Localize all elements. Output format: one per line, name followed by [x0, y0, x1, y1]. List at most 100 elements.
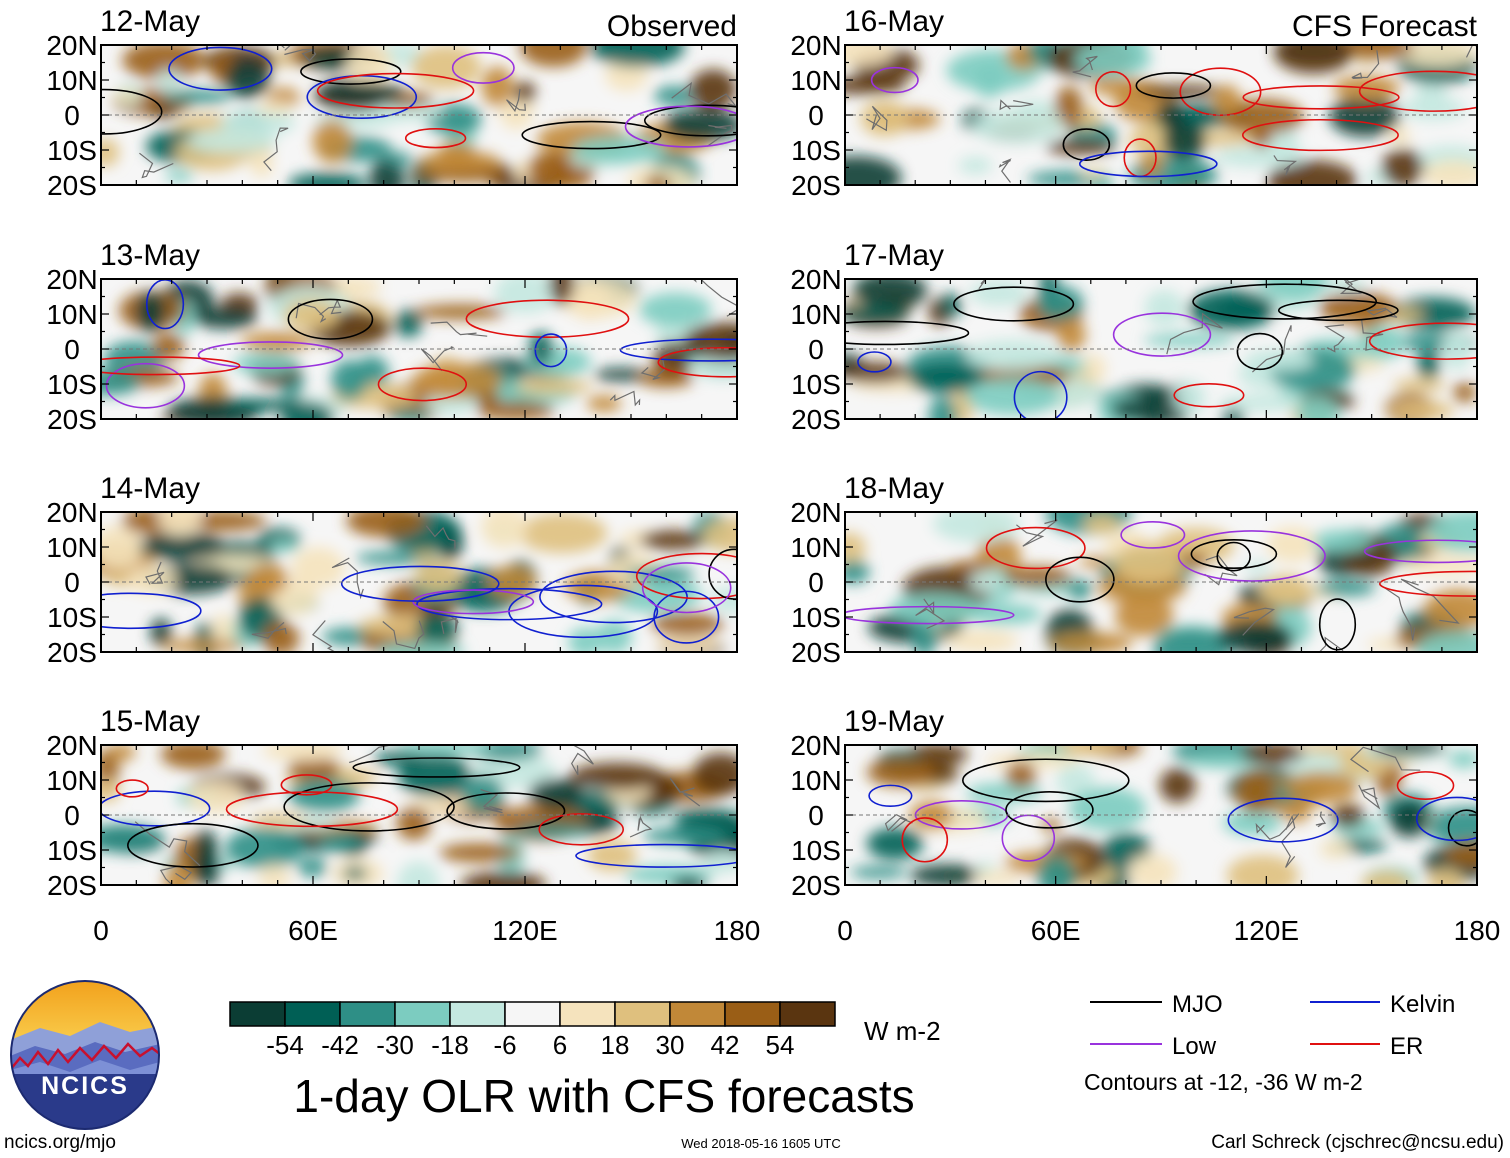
legend-label-mjo: MJO	[1172, 991, 1223, 1018]
y-tick-label: 20S	[47, 170, 97, 201]
y-tick-label: 10N	[46, 765, 97, 796]
footer-timestamp: Wed 2018-05-16 1605 UTC	[681, 1136, 840, 1151]
figure-title: 1-day OLR with CFS forecasts	[293, 1070, 914, 1122]
y-tick-label: 10S	[47, 135, 97, 166]
legend-label-kelvin: Kelvin	[1390, 991, 1455, 1018]
contour-legend: MJO Kelvin Low ER Contours at -12, -36 W…	[1084, 991, 1455, 1095]
panel-date-label: 19-May	[844, 705, 944, 738]
colorbar-label: 6	[553, 1030, 567, 1060]
colorbar-label: -54	[266, 1030, 304, 1060]
x-tick-label: 120E	[1234, 915, 1299, 946]
y-tick-label: 10N	[46, 299, 97, 330]
column-title-observed: Observed	[607, 10, 737, 43]
colorbar-swatch	[559, 1001, 616, 1027]
y-tick-label: 20N	[46, 30, 97, 61]
map-panel: 20N 10N 0 10S 20S 16-May	[790, 5, 1478, 201]
y-tick-label: 0	[808, 334, 824, 365]
map-panel: 20N 10N 0 10S 20S 12-May	[46, 5, 738, 201]
ncics-logo: NCICS	[10, 980, 160, 1130]
y-tick-label: 10N	[790, 65, 841, 96]
x-axis-labels: 0 60E 120E 180 0 60E 120E 180	[93, 915, 1500, 946]
y-tick-label: 20N	[46, 730, 97, 761]
colorbar-swatch	[394, 1001, 451, 1027]
y-tick-label: 10S	[791, 135, 841, 166]
y-tick-label: 20S	[791, 170, 841, 201]
colorbar-label: -42	[321, 1030, 359, 1060]
x-tick-label: 0	[93, 915, 109, 946]
y-tick-label: 10N	[790, 532, 841, 563]
map-panels: 20N10N010S20S12-May20N10N010S20S13-May20…	[46, 5, 1478, 901]
panel-date-label: 14-May	[100, 472, 200, 505]
y-tick-label: 0	[808, 567, 824, 598]
y-tick-label: 20N	[790, 30, 841, 61]
y-tick-label: 20S	[791, 404, 841, 435]
y-tick-label: 10S	[47, 602, 97, 633]
y-tick-label: 10S	[47, 835, 97, 866]
x-tick-label: 0	[837, 915, 853, 946]
map-panel: 20N 10N 0 10S 20S 15-May	[46, 705, 738, 901]
y-tick-label: 20N	[46, 264, 97, 295]
colorbar-swatch	[284, 1001, 341, 1027]
colorbar-swatch	[339, 1001, 396, 1027]
y-tick-label: 0	[64, 100, 80, 131]
colorbar-label: -6	[493, 1030, 516, 1060]
panel-date-label: 15-May	[100, 705, 200, 738]
y-tick-label: 10N	[790, 765, 841, 796]
colorbar: -54 -42 -30 -18 -6 6 18 30 42 54	[229, 1001, 836, 1060]
y-tick-label: 10N	[46, 65, 97, 96]
map-panel: 20N 10N 0 10S 20S 13-May	[46, 239, 738, 435]
map-panel: 20N 10N 0 10S 20S 18-May	[790, 472, 1478, 668]
footer-url: ncics.org/mjo	[4, 1132, 116, 1153]
map-panel: 20N 10N 0 10S 20S 17-May	[790, 239, 1478, 435]
panel-date-label: 17-May	[844, 239, 944, 272]
panel-date-label: 16-May	[844, 5, 944, 38]
colorbar-swatch	[504, 1001, 561, 1027]
y-tick-label: 0	[808, 100, 824, 131]
y-tick-label: 0	[808, 800, 824, 831]
y-tick-label: 20S	[47, 870, 97, 901]
y-tick-label: 10N	[46, 532, 97, 563]
colorbar-label: -18	[431, 1030, 469, 1060]
y-tick-label: 0	[64, 800, 80, 831]
y-tick-label: 20S	[791, 637, 841, 668]
colorbar-label: 30	[656, 1030, 685, 1060]
colorbar-units: W m-2	[864, 1016, 941, 1046]
y-tick-label: 20N	[790, 264, 841, 295]
column-title-forecast: CFS Forecast	[1292, 10, 1478, 43]
map-panel: 20N 10N 0 10S 20S 14-May	[46, 472, 738, 668]
x-tick-label: 180	[714, 915, 761, 946]
logo-text: NCICS	[41, 1072, 129, 1100]
colorbar-swatch	[669, 1001, 726, 1027]
panel-date-label: 13-May	[100, 239, 200, 272]
x-tick-label: 120E	[492, 915, 557, 946]
colorbar-label: 42	[711, 1030, 740, 1060]
panel-date-label: 18-May	[844, 472, 944, 505]
panel-date-label: 12-May	[100, 5, 200, 38]
colorbar-swatch	[449, 1001, 506, 1027]
x-tick-label: 60E	[1031, 915, 1081, 946]
y-tick-label: 20S	[47, 637, 97, 668]
y-tick-label: 10S	[791, 835, 841, 866]
colorbar-label: 54	[766, 1030, 795, 1060]
y-tick-label: 20S	[791, 870, 841, 901]
colorbar-swatch	[229, 1001, 286, 1027]
y-tick-label: 20N	[46, 497, 97, 528]
colorbar-swatch	[614, 1001, 671, 1027]
contour-note: Contours at -12, -36 W m-2	[1084, 1069, 1363, 1095]
legend-label-er: ER	[1390, 1033, 1423, 1060]
y-tick-label: 20N	[790, 497, 841, 528]
y-tick-label: 10S	[791, 602, 841, 633]
footer-credit: Carl Schreck (cjschrec@ncsu.edu)	[1211, 1132, 1504, 1153]
y-tick-label: 10S	[791, 369, 841, 400]
x-tick-label: 180	[1454, 915, 1501, 946]
colorbar-swatch	[724, 1001, 781, 1027]
colorbar-label: -30	[376, 1030, 414, 1060]
y-tick-label: 10S	[47, 369, 97, 400]
colorbar-label: 18	[601, 1030, 630, 1060]
legend-label-low: Low	[1172, 1033, 1217, 1060]
y-tick-label: 20N	[790, 730, 841, 761]
map-panel: 20N 10N 0 10S 20S 19-May	[790, 705, 1478, 901]
y-tick-label: 10N	[790, 299, 841, 330]
y-tick-label: 20S	[47, 404, 97, 435]
